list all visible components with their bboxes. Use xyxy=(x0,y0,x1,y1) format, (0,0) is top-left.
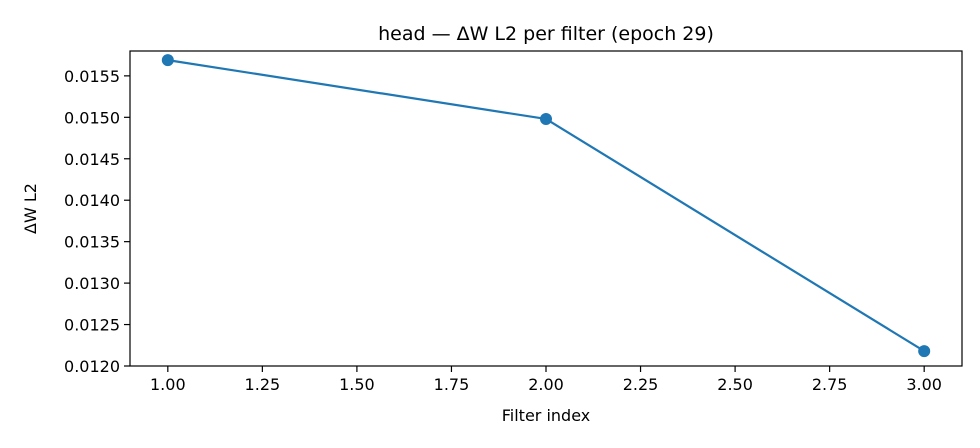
y-tick-label: 0.0125 xyxy=(64,316,120,335)
y-tick-label: 0.0130 xyxy=(64,274,120,293)
chart-title: head — ΔW L2 per filter (epoch 29) xyxy=(378,23,714,45)
y-tick-label: 0.0135 xyxy=(64,233,120,252)
x-tick-label: 2.50 xyxy=(717,375,753,394)
x-tick-label: 2.25 xyxy=(623,375,659,394)
plot-area-frame xyxy=(129,50,963,367)
series-points xyxy=(161,54,931,358)
data-point xyxy=(918,345,931,358)
y-tick-label: 0.0145 xyxy=(64,150,120,169)
x-tick-label: 1.00 xyxy=(150,375,186,394)
x-axis-ticks: 1.00 1.25 1.50 1.75 2.00 2.25 2.50 2.75 3.00 xyxy=(150,366,942,394)
x-tick-label: 1.75 xyxy=(434,375,470,394)
y-tick-label: 0.0155 xyxy=(64,67,120,86)
x-tick-label: 1.50 xyxy=(339,375,375,394)
y-tick-label: 0.0120 xyxy=(64,357,120,376)
y-axis-label: ΔW L2 xyxy=(21,183,40,234)
y-tick-label: 0.0140 xyxy=(64,191,120,210)
x-axis-label: Filter index xyxy=(502,406,590,425)
y-axis-ticks: 0.0120 0.0125 0.0130 0.0135 0.0140 0.0145 0.01… xyxy=(64,67,130,376)
x-tick-label: 3.00 xyxy=(906,375,942,394)
x-tick-label: 2.00 xyxy=(528,375,564,394)
data-point xyxy=(161,54,174,67)
y-tick-label: 0.0150 xyxy=(64,108,120,127)
x-tick-label: 1.25 xyxy=(245,375,281,394)
data-point xyxy=(540,112,552,125)
x-tick-label: 2.75 xyxy=(812,375,848,394)
